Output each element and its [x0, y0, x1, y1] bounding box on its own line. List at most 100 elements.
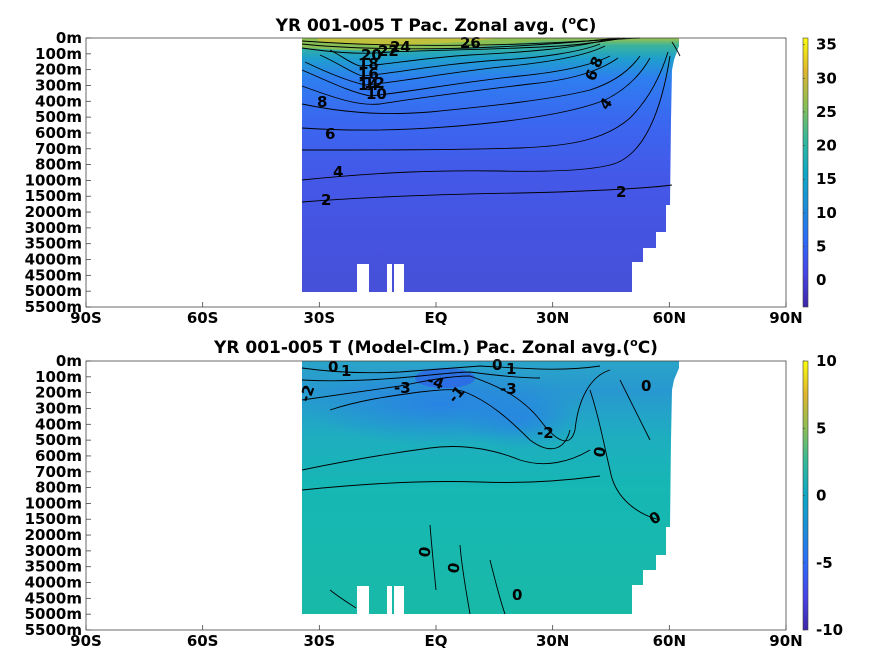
x-tick-label: 90S	[70, 632, 102, 650]
contour-label: 2	[616, 183, 626, 201]
contour-label: 0	[415, 545, 435, 558]
x-tick-label: 60S	[187, 309, 219, 327]
contour-label: 14	[358, 76, 379, 94]
y-tick-label: 3500m	[25, 235, 82, 253]
y-tick-label: 700m	[35, 463, 82, 481]
x-axis-ticks: 90S 60S 30S EQ 30N 60N 90N	[70, 625, 803, 650]
colorbar-tick-label: 20	[816, 137, 837, 155]
temperature-contour-labels: 26 24 22 20 18 16 14 12 10 8 6 4 2 8 6 4…	[317, 34, 626, 209]
contour-label: 0	[328, 358, 338, 376]
contour-label: 4	[333, 163, 343, 181]
colorbar-tick-label: 5	[816, 237, 826, 255]
y-tick-label: 500m	[35, 108, 82, 126]
contour-label: 24	[390, 38, 411, 56]
y-tick-label: 200m	[35, 384, 82, 402]
colorbar-tick-label: 5	[816, 419, 826, 437]
y-tick-label: 600m	[35, 124, 82, 142]
topography-gap	[394, 264, 404, 294]
y-tick-label: 2000m	[25, 203, 82, 221]
title-text: YR 001-005 T (Model-Clm.) Pac. Zonal avg…	[213, 338, 630, 358]
y-tick-label: 200m	[35, 61, 82, 79]
topography-gap	[387, 586, 392, 616]
contour-label: 0	[492, 356, 502, 374]
contour-label: 20	[361, 46, 382, 64]
y-tick-label: 800m	[35, 479, 82, 497]
contour-label: 6	[325, 125, 335, 143]
contour-label: 0	[641, 377, 651, 395]
anomaly-panel: YR 001-005 T (Model-Clm.) Pac. Zonal avg…	[25, 336, 844, 650]
y-tick-label: 0m	[56, 29, 82, 47]
x-tick-label: 90N	[769, 632, 802, 650]
y-tick-label: 5000m	[25, 605, 82, 623]
y-tick-label: 3000m	[25, 219, 82, 237]
y-tick-label: 700m	[35, 140, 82, 158]
y-tick-label: 5000m	[25, 282, 82, 300]
warm-core	[318, 38, 500, 46]
contour-label: 0	[512, 586, 522, 604]
anomaly-panel-title: YR 001-005 T (Model-Clm.) Pac. Zonal avg…	[213, 336, 658, 358]
x-tick-label: 30S	[303, 309, 335, 327]
topography-gap	[387, 264, 392, 294]
contour-label: 22	[378, 42, 399, 60]
y-tick-label: 1500m	[25, 510, 82, 528]
y-axis-ticks: 0m100m200m300m400m500m600m700m800m1000m1…	[25, 29, 91, 316]
colorbar-ticks: 10 5 0 -5 -10	[803, 352, 843, 639]
x-tick-label: 30N	[536, 309, 569, 327]
x-tick-label: 30N	[536, 632, 569, 650]
contour-label: 26	[460, 34, 481, 52]
colorbar-tick-label: 35	[816, 36, 837, 54]
topography-gap	[357, 586, 369, 616]
y-tick-label: 4000m	[25, 574, 82, 592]
y-tick-label: 4500m	[25, 266, 82, 284]
y-tick-label: 300m	[35, 76, 82, 94]
contour-label: 18	[358, 55, 379, 73]
title-suffix: C)	[638, 338, 658, 358]
y-tick-label: 0m	[56, 352, 82, 370]
contour-label: 0	[444, 561, 464, 574]
contour-label: -2	[537, 424, 554, 442]
y-tick-label: 5500m	[25, 298, 82, 316]
x-tick-label: 60N	[653, 309, 686, 327]
colorbar-tick-label: 0	[816, 271, 826, 289]
title-text: YR 001-005 T Pac. Zonal avg. (	[275, 16, 569, 36]
colorbar-tick-label: -10	[816, 621, 843, 639]
x-tick-label: EQ	[425, 632, 448, 650]
colorbar-tick-label: 10	[816, 352, 837, 370]
temperature-contours	[301, 37, 681, 203]
y-tick-label: 3000m	[25, 542, 82, 560]
y-tick-label: 5500m	[25, 621, 82, 639]
contour-label: -3	[500, 380, 517, 398]
temperature-panel-title: YR 001-005 T Pac. Zonal avg. (oC)	[275, 14, 597, 36]
contour-label: 1	[341, 362, 351, 380]
contour-label: 12	[364, 74, 385, 92]
colorbar-tick-label: 30	[816, 69, 837, 87]
y-tick-label: 400m	[35, 92, 82, 110]
topography-gap	[394, 586, 404, 616]
colorbar-ticks: 35 30 25 20 15 10 5 0	[803, 36, 837, 289]
topography-gap	[357, 264, 369, 294]
y-tick-label: 3500m	[25, 558, 82, 576]
y-tick-label: 300m	[35, 399, 82, 417]
y-tick-label: 4500m	[25, 589, 82, 607]
y-tick-label: 1000m	[25, 171, 82, 189]
y-tick-label: 100m	[35, 368, 82, 386]
temperature-colorbar	[802, 37, 809, 308]
y-tick-label: 1500m	[25, 187, 82, 205]
y-tick-label: 4000m	[25, 251, 82, 269]
y-tick-label: 2000m	[25, 526, 82, 544]
title-superscript: o	[630, 336, 638, 349]
temperature-panel: YR 001-005 T Pac. Zonal avg. (oC)	[25, 14, 837, 327]
x-tick-label: 90S	[70, 309, 102, 327]
anomaly-contours	[301, 365, 661, 615]
colorbar-tick-label: -5	[816, 554, 833, 572]
y-tick-label: 500m	[35, 431, 82, 449]
colorbar-tick-label: 15	[816, 170, 837, 188]
x-tick-label: 30S	[303, 632, 335, 650]
x-axis-ticks: 90S 60S 30S EQ 30N 60N 90N	[70, 302, 803, 327]
y-tick-label: 400m	[35, 415, 82, 433]
contour-label: 1	[506, 360, 516, 378]
x-tick-label: 60S	[187, 632, 219, 650]
y-axis-ticks: 0m100m200m300m400m500m600m700m800m1000m1…	[25, 352, 91, 639]
cold-anomaly	[460, 390, 580, 450]
